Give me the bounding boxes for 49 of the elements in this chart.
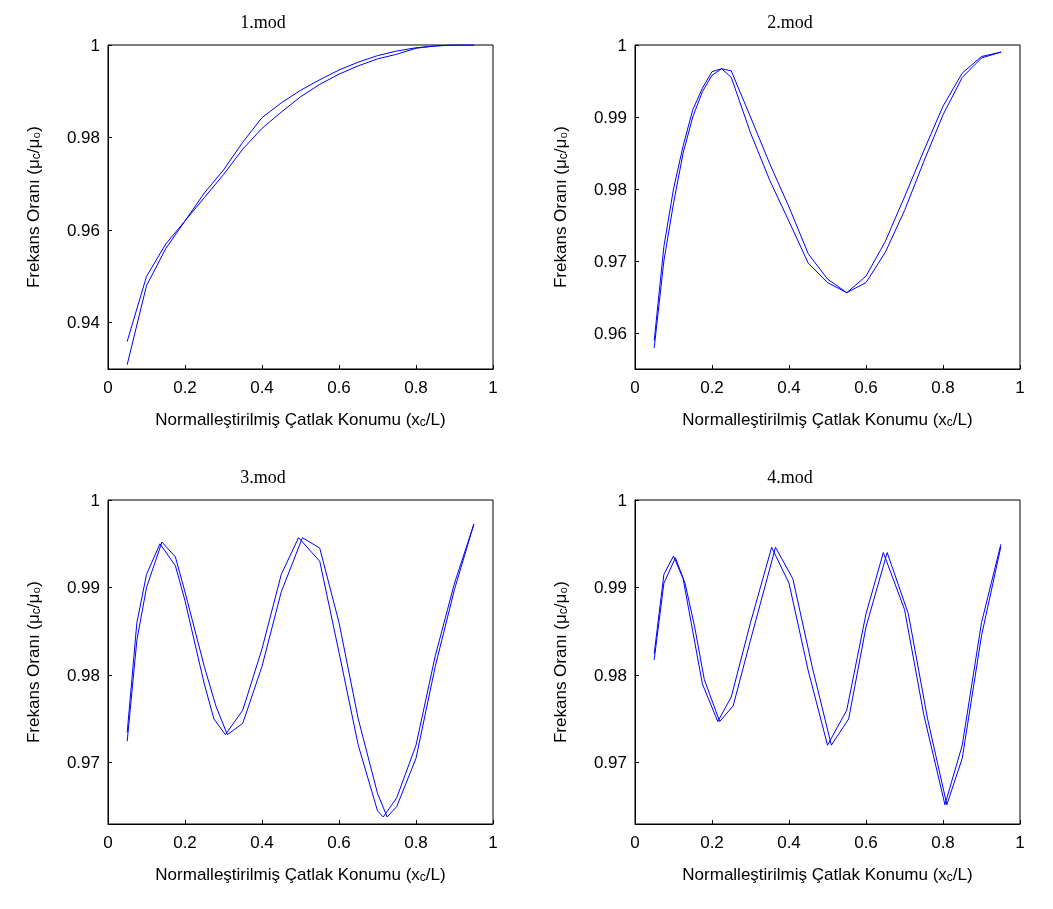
x-axis-title: Normalleştirilmiş Çatlak Konumu (xc/L)	[682, 865, 973, 884]
x-tick-label: 0.6	[854, 378, 878, 397]
x-tick-label: 0.8	[931, 833, 955, 852]
y-tick-label: 1	[617, 490, 627, 510]
x-tick-label: 1	[1015, 378, 1025, 397]
y-tick-label: 1	[90, 490, 100, 510]
x-axis-title: Normalleştirilmiş Çatlak Konumu (xc/L)	[682, 410, 973, 429]
x-tick-label: 0.2	[173, 833, 197, 852]
y-tick-label: 0.99	[593, 107, 627, 127]
chart-title: 2.mod	[767, 12, 813, 32]
x-tick-label: 0.8	[404, 833, 428, 852]
x-tick-label: 0.4	[250, 378, 274, 397]
chart-title: 1.mod	[240, 12, 286, 32]
chart-title: 4.mod	[767, 467, 813, 487]
y-tick-label: 0.96	[66, 220, 100, 240]
y-tick-label: 0.98	[66, 128, 100, 148]
x-tick-label: 0.4	[250, 833, 274, 852]
y-tick-label: 0.94	[66, 313, 100, 333]
x-tick-label: 0.6	[327, 378, 351, 397]
y-tick-label: 0.97	[593, 753, 627, 773]
x-tick-label: 0.6	[854, 833, 878, 852]
x-tick-label: 0.8	[404, 378, 428, 397]
y-tick-label: 0.99	[593, 578, 627, 598]
x-tick-label: 0.4	[777, 833, 801, 852]
x-tick-label: 1	[488, 378, 498, 397]
x-tick-label: 0.4	[777, 378, 801, 397]
y-tick-label: 0.96	[593, 323, 627, 343]
y-tick-label: 0.97	[66, 753, 100, 773]
x-tick-label: 0.8	[931, 378, 955, 397]
x-tick-label: 0	[103, 833, 113, 852]
y-tick-label: 1	[90, 35, 100, 55]
y-tick-label: 1	[617, 35, 627, 55]
x-axis-title: Normalleştirilmiş Çatlak Konumu (xc/L)	[155, 865, 446, 884]
chart-title: 3.mod	[240, 467, 286, 487]
x-tick-label: 1	[488, 833, 498, 852]
x-tick-label: 0.2	[700, 833, 724, 852]
x-tick-label: 1	[1015, 833, 1025, 852]
y-tick-label: 0.98	[66, 665, 100, 685]
x-tick-label: 0.6	[327, 833, 351, 852]
x-tick-label: 0	[630, 833, 640, 852]
y-tick-label: 0.98	[593, 179, 627, 199]
y-tick-label: 0.99	[66, 578, 100, 598]
x-tick-label: 0	[103, 378, 113, 397]
x-tick-label: 0	[630, 378, 640, 397]
y-tick-label: 0.97	[593, 251, 627, 271]
x-tick-label: 0.2	[700, 378, 724, 397]
y-tick-label: 0.98	[593, 665, 627, 685]
x-axis-title: Normalleştirilmiş Çatlak Konumu (xc/L)	[155, 410, 446, 429]
x-tick-label: 0.2	[173, 378, 197, 397]
